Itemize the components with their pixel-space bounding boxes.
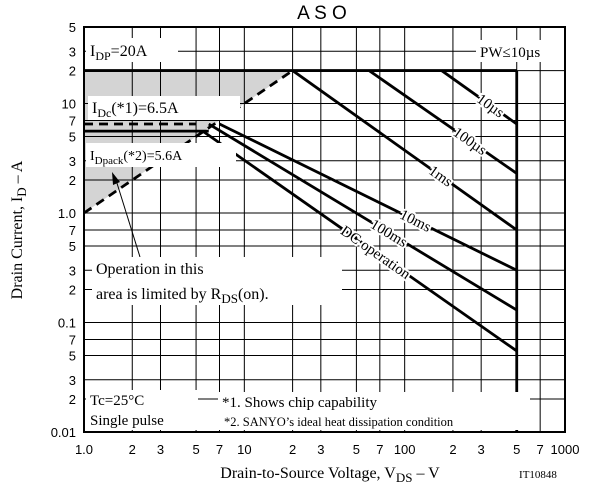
footnote: *1. Shows chip capability [222,395,377,411]
y-tick-label: 0.1 [58,316,76,331]
series-line [201,129,518,353]
x-tick-label: 7 [537,442,544,457]
series-label: 100µs [450,125,490,159]
y-tick-label: 5 [69,348,76,363]
label-box [92,257,342,305]
text: (on). [238,286,269,303]
x-tick-label: 3 [478,442,485,457]
text: Dpack [95,155,124,167]
y-tick-label: 2 [69,283,76,298]
text: I [92,100,97,117]
y-tick-label: 1.0 [58,206,76,221]
y-tick-label: 3 [69,263,76,278]
x-tick-label: 2 [289,442,296,457]
y-tick-label: 2 [69,392,76,407]
text: Drain Current, I [9,197,26,300]
text: – V [412,465,440,482]
pointer-head [112,172,120,185]
text: Drain-to-Source Voltage, V [220,465,396,482]
series-label: 10µs [473,91,506,121]
y-tick-label: 7 [69,223,76,238]
x-tick-label: 3 [157,442,164,457]
series-line [291,69,518,232]
x-tick-label: 10 [237,442,251,457]
y-tick-label: 2 [69,64,76,79]
series-label: 10ms [397,207,433,236]
idp-label: IDP=20A [90,43,148,63]
y-axis-title: Drain Current, ID – A [9,160,29,299]
text: I [90,149,95,164]
annotations: IDP=20A PW≤10µs IDc(*1)=6.5A IDpack(*2)=… [86,38,564,430]
label-box [476,40,564,62]
conditions: Single pulse [90,413,164,429]
operation-note: Operation in this [96,261,204,278]
label-box [86,143,236,167]
text: DS [221,291,238,306]
y-tick-label: 5 [69,20,76,35]
text: – A [9,160,26,187]
y-tick-label: 5 [69,239,76,254]
text: =20A [111,43,148,60]
conditions: Tc=25°C [90,393,144,409]
pointer-line [115,179,141,258]
series-line [440,69,518,126]
plot-frame [83,26,566,433]
x-tick-label: 2 [129,442,136,457]
text: (*1)=6.5A [111,100,179,117]
x-tick-label: 1000 [551,442,580,457]
chart-title: A S O [297,3,347,24]
x-tick-label: 7 [376,442,383,457]
x-tick-label: 100 [394,442,416,457]
x-tick-label: 5 [192,442,199,457]
y-tick-label: 10 [62,97,76,112]
x-tick-label: 7 [216,442,223,457]
series-line [368,69,518,175]
text: D [14,187,29,196]
y-tick-label: 3 [69,44,76,59]
y-tick-label: 0.01 [51,425,76,440]
text: area is limited by R [96,286,222,303]
series-line [83,69,294,215]
label-box [86,38,178,62]
x-tick-label: 2 [449,442,456,457]
idc-label: IDc(*1)=6.5A [92,100,179,120]
label-box [88,96,240,120]
series-line [218,122,518,272]
text: Dc [97,106,111,120]
x-tick-label: 5 [513,442,520,457]
pw-label: PW≤10µs [480,45,540,61]
x-tick-label: 1.0 [75,442,93,457]
x-tick-label: 3 [317,442,324,457]
text: DP [95,49,111,63]
label-box [86,390,198,430]
idpack-label: IDpack(*2)=5.6A [90,149,183,167]
operation-note: area is limited by RDS(on). [96,286,269,306]
x-tick-label: 5 [353,442,360,457]
text: I [90,43,95,60]
y-tick-label: 5 [69,129,76,144]
footnote: *2. SANYO’s ideal heat dissipation condi… [224,415,454,429]
y-tick-label: 3 [69,373,76,388]
series-line [208,122,518,312]
x-axis-title: Drain-to-Source Voltage, VDS – V [220,465,440,485]
label-box [218,392,530,430]
y-tick-label: 7 [69,113,76,128]
text: (*2)=5.6A [123,149,183,164]
text: DS [396,470,413,485]
y-tick-label: 7 [69,332,76,347]
y-tick-label: 2 [69,173,76,188]
y-tick-label: 3 [69,154,76,169]
figure-code: IT10848 [519,469,557,481]
